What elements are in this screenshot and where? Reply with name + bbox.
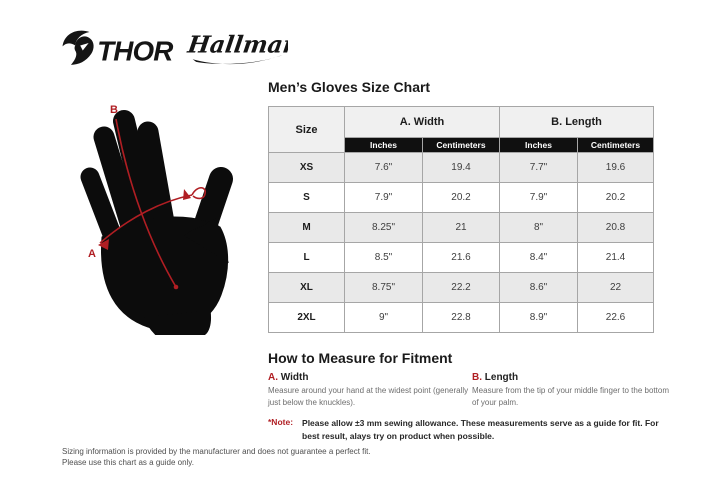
measure-width-word: Width — [280, 372, 309, 383]
table-row-2xl: 2XL 9" 22.8 8.9" 22.6 — [268, 302, 654, 333]
hallman-logo: Hallman — [185, 30, 288, 65]
width-line-hook — [191, 186, 207, 200]
note-text: Please allow ±3 mm sewing allowance. The… — [302, 418, 659, 442]
length-cm: 22.6 — [577, 302, 654, 333]
width-arrow-right — [183, 189, 191, 200]
length-inches: 7.9" — [499, 182, 578, 213]
width-inches: 7.9" — [344, 182, 423, 213]
width-cm: 20.2 — [422, 182, 500, 213]
length-cm: 20.2 — [577, 182, 654, 213]
length-inches: 8" — [499, 212, 578, 243]
width-inches: 9" — [344, 302, 423, 333]
measure-width-text: Measure around your hand at the widest p… — [268, 386, 469, 407]
table-row-m: M 8.25" 21 8" 20.8 — [268, 212, 654, 243]
page-title: Men’s Gloves Size Chart — [268, 79, 431, 95]
table-row-xs: XS 7.6" 19.4 7.7" 19.6 — [268, 152, 654, 183]
table-row-xl: XL 8.75" 22.2 8.6" 22 — [268, 272, 654, 303]
length-cm: 19.6 — [577, 152, 654, 183]
width-inches: 8.75" — [344, 272, 423, 303]
thor-helmet-icon — [62, 30, 94, 65]
width-cm: 19.4 — [422, 152, 500, 183]
measure-length-title: B. Length — [472, 372, 672, 383]
hallman-wordmark: Hallman — [185, 30, 288, 58]
thor-logo: THOR — [62, 30, 174, 67]
measure-length-block: B. Length Measure from the tip of your m… — [472, 372, 672, 409]
width-cm: 21.6 — [422, 242, 500, 273]
length-inches: 8.4" — [499, 242, 578, 273]
fit-note: *Note: Please allow ±3 mm sewing allowan… — [268, 417, 666, 443]
sizing-disclaimer: Sizing information is provided by the ma… — [62, 446, 372, 468]
note-label: *Note: — [268, 417, 294, 427]
width-inches: 8.5" — [344, 242, 423, 273]
header-width-group: A. Width — [344, 106, 500, 138]
width-cm: 22.2 — [422, 272, 500, 303]
width-cm: 21 — [422, 212, 500, 243]
length-line-b — [115, 118, 177, 288]
thor-wordmark: THOR — [97, 36, 173, 67]
measure-width-letter: A. — [268, 372, 278, 383]
hand-silhouette — [80, 110, 233, 335]
header-size: Size — [268, 106, 345, 153]
width-cm: 22.8 — [422, 302, 500, 333]
width-line-a — [99, 194, 193, 244]
header-width-inches: Inches — [344, 137, 423, 153]
size-chart-table: Size A. Width B. Length Inches Centimete… — [268, 106, 654, 333]
length-inches: 7.7" — [499, 152, 578, 183]
size-label: S — [268, 182, 345, 213]
header-length-inches: Inches — [499, 137, 578, 153]
measure-width-title: A. Width — [268, 372, 470, 383]
size-label: L — [268, 242, 345, 273]
measure-length-letter: B. — [472, 372, 482, 383]
table-row-s: S 7.9" 20.2 7.9" 20.2 — [268, 182, 654, 213]
length-cm: 21.4 — [577, 242, 654, 273]
width-inches: 7.6" — [344, 152, 423, 183]
diagram-label-a: A — [88, 248, 96, 260]
header-width-centimeters: Centimeters — [422, 137, 500, 153]
measure-heading: How to Measure for Fitment — [268, 350, 453, 366]
measurement-lines — [98, 118, 207, 290]
size-label: M — [268, 212, 345, 243]
measure-width-block: A. Width Measure around your hand at the… — [268, 372, 470, 409]
table-row-l: L 8.5" 21.6 8.4" 21.4 — [268, 242, 654, 273]
length-line-end-dot — [173, 284, 179, 290]
measure-length-text: Measure from the tip of your middle fing… — [472, 386, 669, 407]
size-label: 2XL — [268, 302, 345, 333]
disclaimer-line-1: Sizing information is provided by the ma… — [62, 447, 371, 456]
length-inches: 8.9" — [499, 302, 578, 333]
header-length-centimeters: Centimeters — [577, 137, 654, 153]
length-cm: 22 — [577, 272, 654, 303]
width-arrow-left — [98, 239, 109, 250]
size-label: XS — [268, 152, 345, 183]
disclaimer-line-2: Please use this chart as a guide only. — [62, 458, 194, 468]
length-inches: 8.6" — [499, 272, 578, 303]
header-length-group: B. Length — [499, 106, 654, 138]
measure-length-word: Length — [484, 372, 519, 383]
width-inches: 8.25" — [344, 212, 423, 243]
diagram-label-b: B — [110, 104, 118, 116]
glove-measurement-diagram: B A — [80, 104, 233, 335]
length-cm: 20.8 — [577, 212, 654, 243]
size-label: XL — [268, 272, 345, 303]
